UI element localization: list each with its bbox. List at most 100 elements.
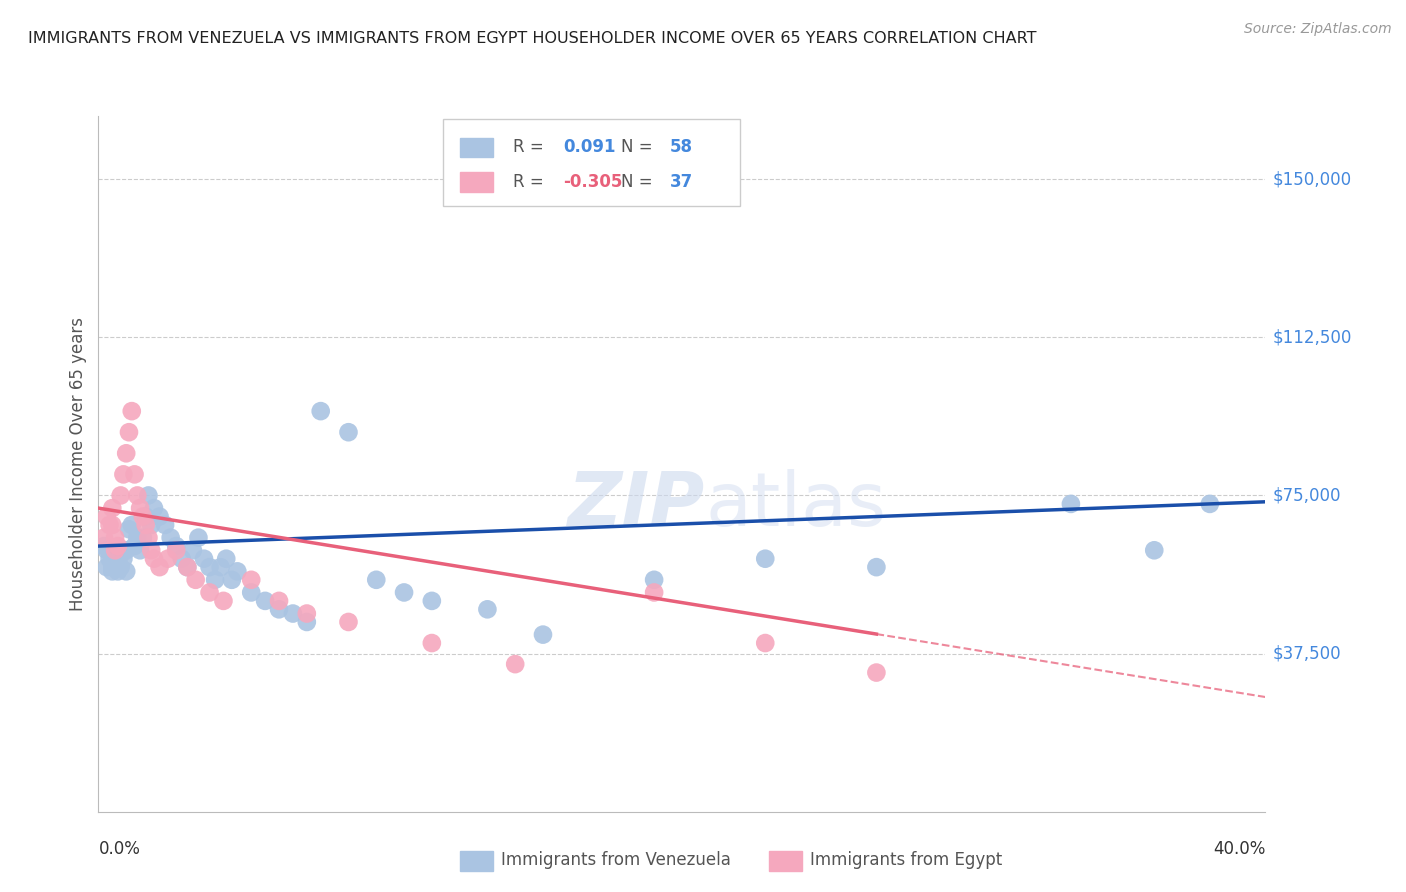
Bar (769, 851, 801, 871)
Point (295, 615, 318, 629)
Point (107, 539, 129, 553)
Point (138, 531, 160, 545)
Text: R =: R = (513, 173, 548, 191)
Point (101, 501, 124, 516)
Point (865, 665, 887, 680)
Point (107, 565, 129, 579)
Text: Source: ZipAtlas.com: Source: ZipAtlas.com (1244, 22, 1392, 37)
Point (477, 602, 499, 616)
Text: N =: N = (621, 173, 658, 191)
Point (153, 518, 176, 533)
Text: Immigrants from Venezuela: Immigrants from Venezuela (501, 852, 731, 870)
Point (118, 522, 141, 536)
Point (643, 585, 665, 599)
Point (132, 531, 155, 545)
Point (115, 543, 138, 558)
Point (165, 543, 187, 558)
Point (127, 488, 149, 502)
Point (420, 636, 443, 650)
Point (1198, 497, 1220, 511)
Point (187, 531, 209, 545)
Point (1143, 543, 1166, 558)
Bar (460, 172, 494, 192)
Point (143, 551, 166, 566)
Point (198, 560, 221, 574)
Point (267, 602, 290, 616)
Point (96, 509, 118, 524)
Point (267, 594, 290, 608)
Text: 37: 37 (671, 173, 693, 191)
Point (754, 636, 776, 650)
Point (124, 539, 146, 553)
Point (110, 548, 132, 562)
Point (240, 585, 263, 599)
Text: $75,000: $75,000 (1272, 486, 1341, 505)
Text: N =: N = (621, 138, 658, 156)
Point (115, 565, 138, 579)
Point (101, 518, 124, 533)
Point (159, 531, 181, 545)
Point (129, 543, 152, 558)
Point (98, 518, 121, 533)
Bar (460, 137, 494, 157)
Point (148, 509, 170, 524)
Point (198, 585, 221, 599)
Bar (460, 851, 494, 871)
Point (156, 551, 179, 566)
Point (420, 594, 443, 608)
Point (865, 560, 887, 574)
Point (212, 594, 235, 608)
Point (104, 560, 127, 574)
Point (226, 565, 249, 579)
Point (124, 467, 146, 482)
Point (1060, 497, 1083, 511)
Point (129, 501, 152, 516)
Point (138, 488, 160, 502)
Text: 40.0%: 40.0% (1213, 839, 1265, 857)
Point (184, 573, 207, 587)
Point (93, 539, 115, 553)
Point (165, 539, 187, 553)
Point (115, 446, 138, 460)
Point (181, 543, 204, 558)
Point (104, 551, 127, 566)
Point (101, 560, 124, 574)
Point (295, 607, 318, 621)
Point (96, 560, 118, 574)
Text: ZIP: ZIP (568, 469, 706, 542)
Text: Immigrants from Egypt: Immigrants from Egypt (810, 852, 1002, 870)
Point (110, 560, 132, 574)
Point (118, 425, 141, 440)
Point (215, 551, 238, 566)
Point (101, 565, 124, 579)
Point (254, 594, 277, 608)
Text: $112,500: $112,500 (1272, 328, 1351, 346)
Point (176, 560, 198, 574)
Text: atlas: atlas (706, 469, 886, 542)
Point (93, 531, 115, 545)
Text: -0.305: -0.305 (562, 173, 623, 191)
Point (141, 543, 163, 558)
Point (143, 501, 166, 516)
Point (121, 404, 143, 418)
Point (281, 607, 304, 621)
Point (135, 509, 157, 524)
Point (127, 531, 149, 545)
Point (503, 657, 526, 672)
Point (309, 404, 332, 418)
Point (643, 573, 665, 587)
Point (135, 518, 157, 533)
Point (221, 573, 243, 587)
Text: 0.091: 0.091 (562, 138, 616, 156)
Point (132, 509, 155, 524)
Point (337, 615, 360, 629)
Point (337, 425, 360, 440)
Text: R =: R = (513, 138, 548, 156)
Point (176, 560, 198, 574)
Point (110, 488, 132, 502)
Point (107, 556, 129, 570)
Text: $150,000: $150,000 (1272, 170, 1351, 188)
Point (121, 518, 143, 533)
Point (366, 573, 388, 587)
FancyBboxPatch shape (443, 120, 741, 206)
